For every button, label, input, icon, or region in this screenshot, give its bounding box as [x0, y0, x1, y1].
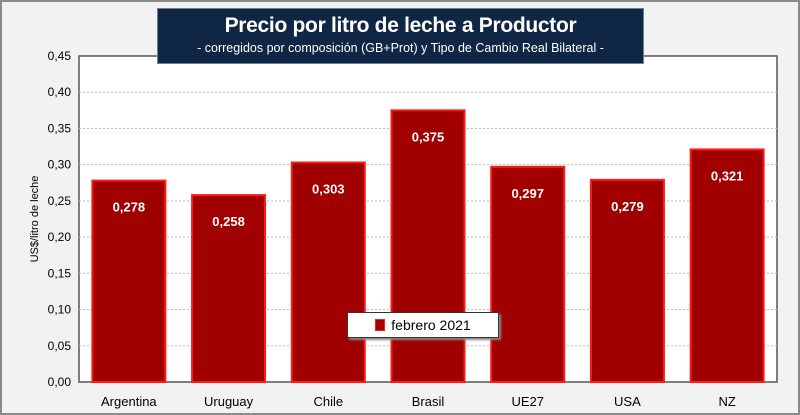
- y-tick-label: 0,05: [48, 339, 72, 353]
- bar-usa: [589, 178, 665, 383]
- y-tick-label: 0,25: [48, 194, 72, 208]
- data-label: 0,375: [412, 129, 445, 144]
- y-tick-label: 0,30: [48, 158, 72, 172]
- chart-subtitle: - corregidos por composición (GB+Prot) y…: [197, 41, 604, 55]
- data-label: 0,278: [113, 200, 146, 215]
- x-tick-label: USA: [614, 394, 641, 409]
- data-label: 0,321: [711, 168, 744, 183]
- chart-title: Precio por litro de leche a Productor: [224, 14, 577, 37]
- legend-swatch: [375, 319, 386, 331]
- x-tick-label: Argentina: [101, 394, 157, 409]
- bar-brasil: [390, 109, 466, 383]
- x-tick-label: NZ: [718, 394, 735, 409]
- y-tick-label: 0,15: [48, 266, 72, 280]
- data-label: 0,279: [611, 199, 644, 214]
- legend-label: febrero 2021: [391, 317, 471, 333]
- x-tick-label: Brasil: [412, 394, 445, 409]
- y-tick-label: 0,00: [48, 375, 72, 389]
- bar-chile: [290, 161, 366, 383]
- bar-ue27: [490, 165, 566, 383]
- y-axis-label: US$/litro de leche: [29, 176, 41, 263]
- y-tick-label: 0,20: [48, 230, 72, 244]
- x-tick-label: Uruguay: [204, 394, 254, 409]
- title-box: Precio por litro de leche a Productor - …: [157, 8, 644, 64]
- bar-uruguay: [191, 194, 267, 383]
- data-label: 0,297: [511, 186, 544, 201]
- x-tick-label: Chile: [313, 394, 343, 409]
- y-tick-label: 0,45: [48, 49, 72, 63]
- bar-argentina: [91, 179, 167, 383]
- y-tick-label: 0,35: [48, 121, 72, 135]
- x-tick-label: UE27: [511, 394, 544, 409]
- legend: febrero 2021: [347, 312, 499, 338]
- y-tick-label: 0,40: [48, 85, 72, 99]
- data-label: 0,303: [312, 181, 345, 196]
- y-tick-label: 0,10: [48, 303, 72, 317]
- data-label: 0,258: [212, 214, 245, 229]
- bar-nz: [689, 148, 765, 383]
